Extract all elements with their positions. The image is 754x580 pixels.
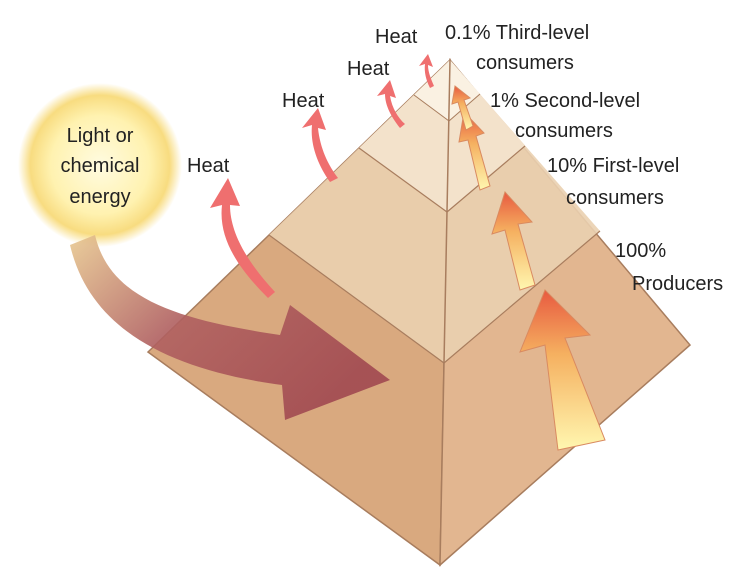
heat-arrows (210, 54, 434, 298)
level-label: consumers (515, 120, 613, 142)
level-label: consumers (566, 187, 664, 209)
transfer-arrows (451, 85, 606, 451)
level-label: 0.1% Third-level (445, 22, 589, 44)
transfer-arrow (458, 110, 491, 191)
transfer-arrow (451, 85, 474, 131)
heat-label: Heat (282, 90, 325, 112)
heat-label: Heat (375, 26, 418, 48)
heat-arrow (377, 80, 405, 128)
level-label: consumers (476, 52, 574, 74)
band-line (443, 230, 601, 364)
band-line (413, 94, 450, 122)
band-line (268, 234, 445, 364)
source-label: chemical (61, 155, 140, 177)
level-label: 1% Second-level (490, 90, 640, 112)
transfer-arrow (491, 191, 536, 291)
heat-arrow (419, 54, 434, 88)
level-label: 10% First-level (547, 155, 679, 177)
heat-label: Heat (347, 58, 390, 80)
band-line (358, 147, 448, 213)
heat-label: Heat (187, 155, 230, 177)
level-label: Producers (632, 273, 723, 295)
first-level-band (269, 60, 600, 363)
heat-arrow (210, 178, 275, 298)
heat-arrow (302, 108, 338, 182)
energy-source (18, 83, 182, 247)
transfer-arrow (519, 289, 606, 451)
level-label: 100% (615, 240, 666, 262)
source-label: Light or (67, 125, 134, 147)
source-label: energy (69, 186, 130, 208)
energy-arrow (70, 235, 390, 420)
